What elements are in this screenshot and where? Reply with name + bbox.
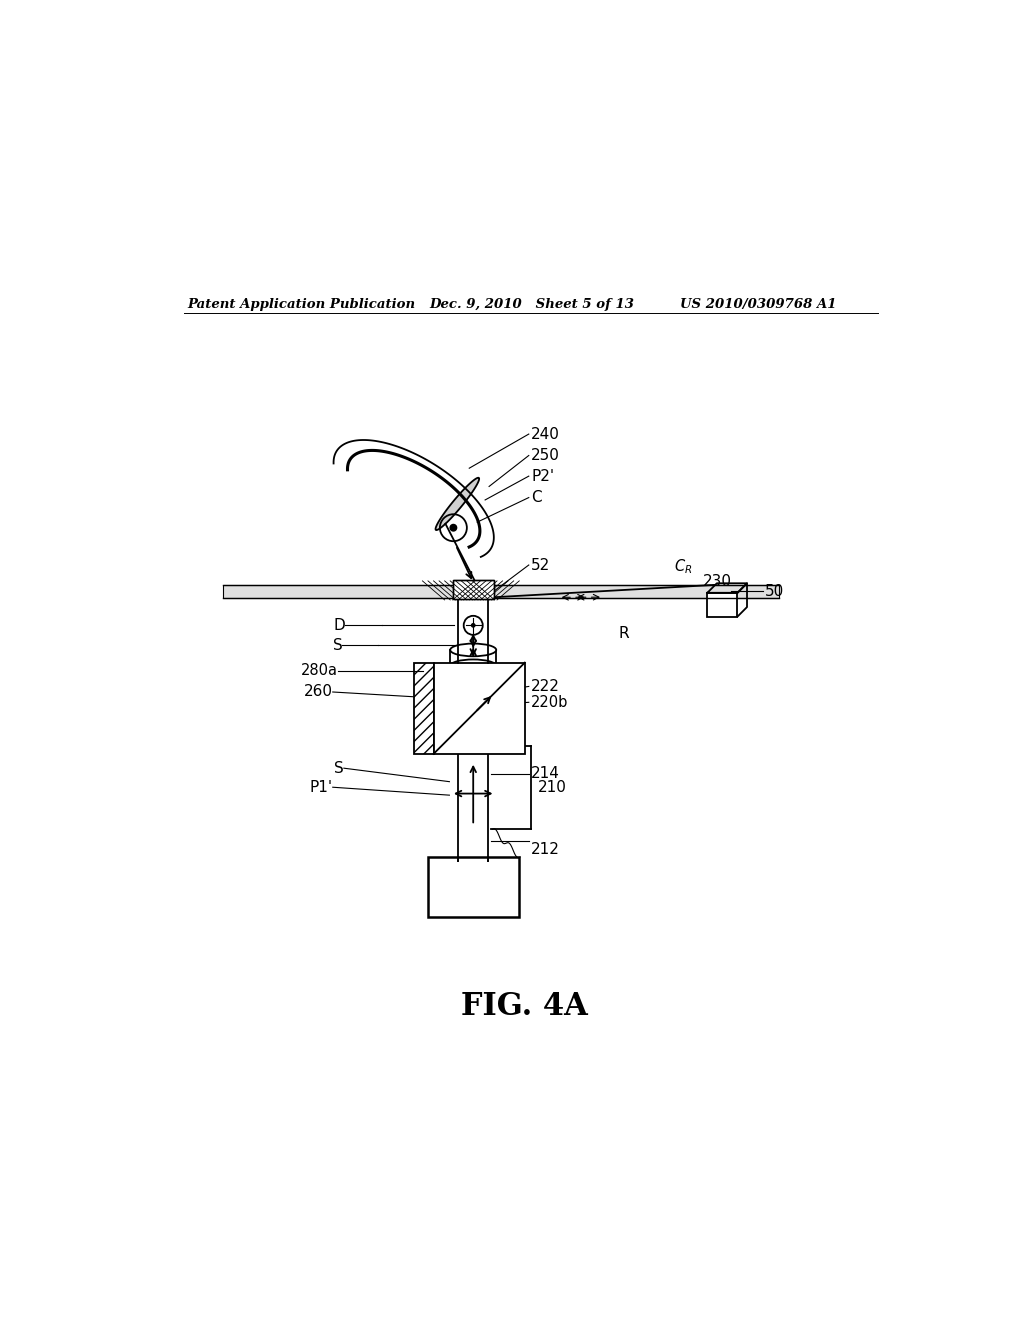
Polygon shape (435, 478, 479, 531)
Text: P2': P2' (531, 469, 554, 483)
Text: D: D (334, 618, 345, 632)
Bar (708, 593, 737, 616)
Text: 230: 230 (703, 574, 732, 589)
Text: C: C (531, 490, 542, 506)
Text: P1': P1' (309, 780, 333, 795)
Text: Patent Application Publication: Patent Application Publication (187, 298, 416, 312)
Ellipse shape (451, 660, 497, 672)
Text: Dec. 9, 2010   Sheet 5 of 13: Dec. 9, 2010 Sheet 5 of 13 (430, 298, 635, 312)
Text: 280a: 280a (301, 663, 338, 678)
Text: US 2010/0309768 A1: US 2010/0309768 A1 (680, 298, 836, 312)
Text: 222: 222 (531, 678, 560, 694)
Text: $\mathit{C}_R$: $\mathit{C}_R$ (674, 557, 692, 576)
Text: 260: 260 (304, 685, 333, 700)
Text: 210: 210 (538, 780, 566, 795)
Bar (223, 585, 778, 598)
Text: S: S (333, 638, 342, 652)
Bar (414, 663, 433, 754)
Circle shape (471, 623, 475, 628)
Text: 240: 240 (531, 426, 560, 442)
Bar (451, 649, 497, 665)
Text: 50: 50 (765, 583, 784, 599)
Bar (428, 857, 519, 916)
Text: FIG. 4A: FIG. 4A (462, 991, 588, 1022)
Text: S: S (334, 760, 344, 776)
Text: 250: 250 (531, 447, 560, 463)
Bar (433, 663, 524, 754)
Text: 212: 212 (531, 842, 560, 857)
Ellipse shape (451, 644, 497, 656)
Bar (453, 579, 494, 599)
Text: R: R (618, 626, 629, 640)
Circle shape (450, 524, 458, 532)
Text: 52: 52 (531, 557, 550, 573)
Text: 214: 214 (531, 766, 560, 781)
Text: 220b: 220b (531, 694, 568, 710)
Bar (453, 579, 494, 599)
